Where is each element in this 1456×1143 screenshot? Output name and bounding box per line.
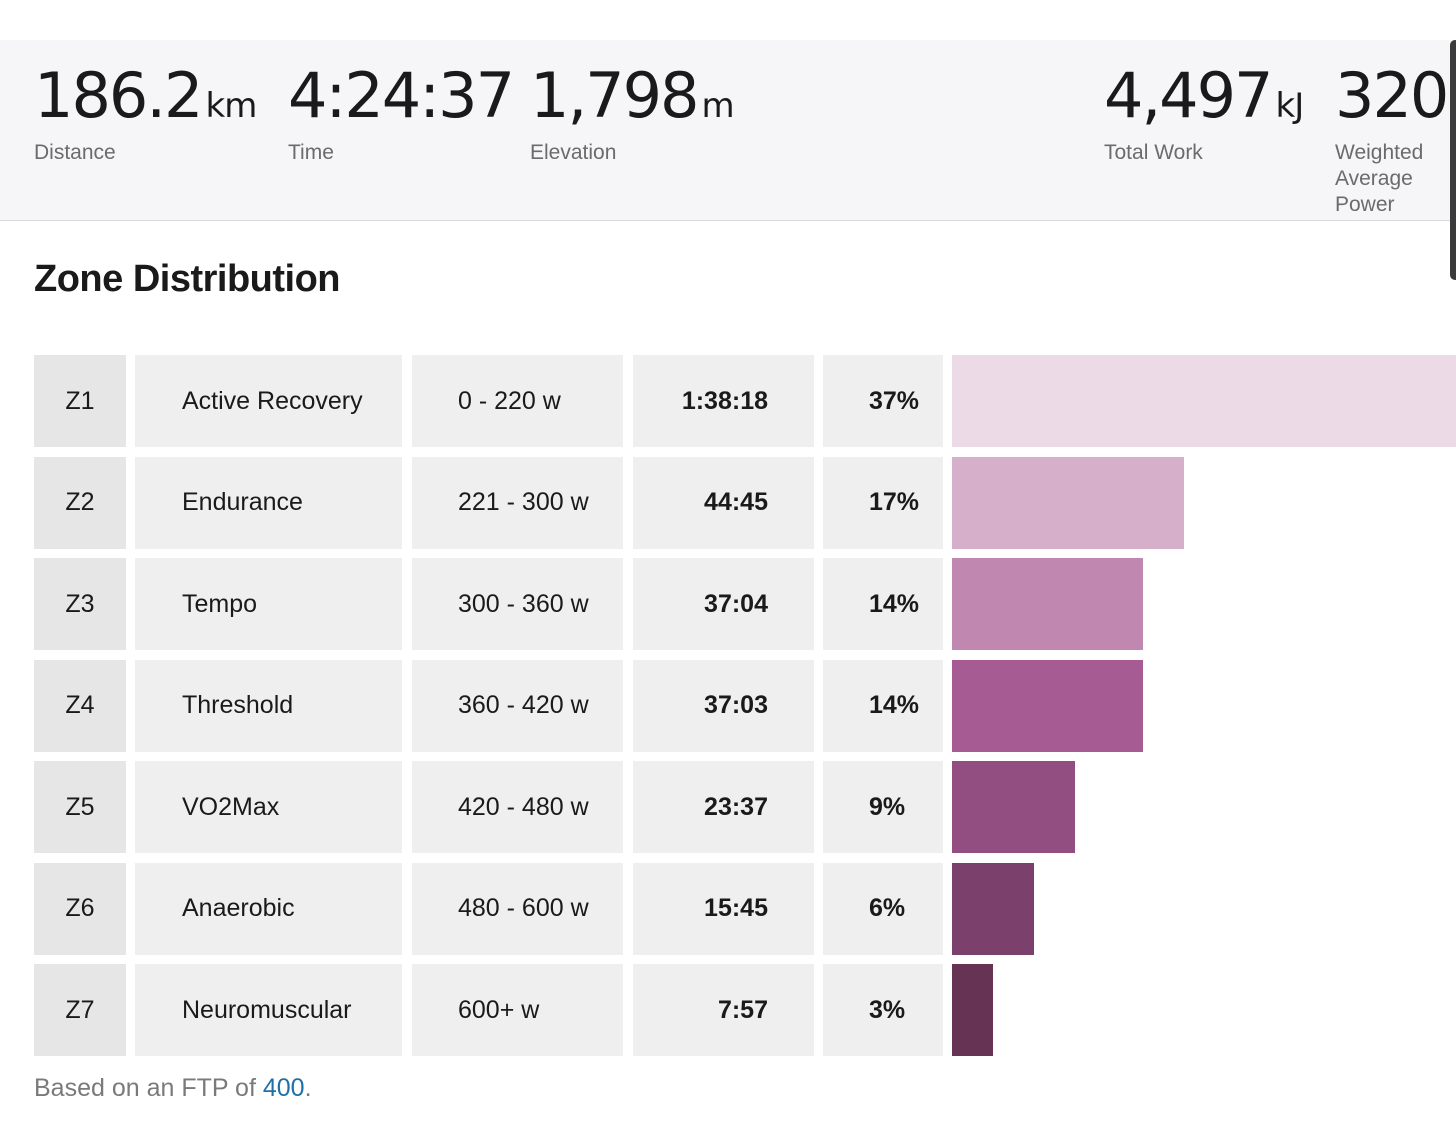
zone-name: Active Recovery xyxy=(135,355,402,447)
zone-label: Z3 xyxy=(34,558,126,650)
zone-bar xyxy=(952,355,1456,447)
zone-power-range: 0 - 220 w xyxy=(412,355,623,447)
stat-unit: m xyxy=(701,86,735,126)
zone-percent: 3% xyxy=(823,964,943,1056)
zone-power-range: 360 - 420 w xyxy=(412,659,623,752)
stat-label: Distance xyxy=(34,141,116,164)
stats-panel: 186.2 km Distance 4:24:37 Time 1,798 m Ele… xyxy=(0,40,1456,280)
zone-percent: 17% xyxy=(823,456,943,549)
zone-row-z6: Z6 Anaerobic 480 - 600 w 15:45 6% xyxy=(34,862,1456,955)
footnote-suffix: . xyxy=(304,1074,312,1102)
zone-label: Z4 xyxy=(34,659,126,752)
zone-table: Z1 Active Recovery 0 - 220 w 1:38:18 37% Z2 En… xyxy=(34,355,1456,1066)
ftp-link[interactable]: 400 xyxy=(262,1074,305,1102)
stat-label: Elevation xyxy=(530,141,617,164)
zone-row-z3: Z3 Tempo 300 - 360 w 37:04 14% xyxy=(34,558,1456,650)
zone-power-range: 420 - 480 w xyxy=(412,761,623,853)
zone-row-z1: Z1 Active Recovery 0 - 220 w 1:38:18 37% xyxy=(34,355,1456,447)
zone-row-z5: Z5 VO2Max 420 - 480 w 23:37 9% xyxy=(34,761,1456,853)
stat-value: 1,798 xyxy=(530,59,699,132)
zone-power-range: 300 - 360 w xyxy=(412,558,623,650)
stat-distance: 186.2 km Distance xyxy=(34,59,258,166)
zone-percent: 6% xyxy=(823,862,943,955)
zone-bar xyxy=(952,456,1184,549)
zone-bar xyxy=(952,761,1075,853)
zone-name: Tempo xyxy=(135,558,402,650)
stat-time: 4:24:37 Time xyxy=(288,60,517,166)
zone-percent: 14% xyxy=(823,659,943,752)
zone-time: 37:04 xyxy=(633,558,814,650)
zone-percent: 9% xyxy=(823,761,943,853)
zone-time: 23:37 xyxy=(633,761,814,853)
stat-value: 186.2 xyxy=(34,59,203,132)
zone-name: Endurance xyxy=(135,456,402,549)
zone-time: 37:03 xyxy=(633,659,814,752)
zone-name: Anaerobic xyxy=(135,862,402,955)
zone-time: 15:45 xyxy=(633,862,814,955)
zone-label: Z5 xyxy=(34,761,126,853)
stat-value: 320 xyxy=(1335,59,1449,132)
zone-percent: 37% xyxy=(823,355,943,447)
zone-label: Z1 xyxy=(34,355,126,447)
footnote-prefix: Based on an FTP of xyxy=(34,1074,263,1102)
stat-value: 4:24:37 xyxy=(288,59,515,132)
top-strip xyxy=(0,0,1456,41)
zone-name: Neuromuscular xyxy=(135,964,402,1056)
stat-weighted-power: 320w Weighted Average Power xyxy=(1335,60,1456,218)
stat-unit: km xyxy=(205,86,258,126)
zone-time: 44:45 xyxy=(633,456,814,549)
stat-label: Time xyxy=(288,141,334,164)
stat-total-work: 4,497 kJ Total Work xyxy=(1104,59,1305,166)
zone-row-z2: Z2 Endurance 221 - 300 w 44:45 17% xyxy=(34,456,1456,549)
zone-percent: 14% xyxy=(823,558,943,650)
zone-label: Z6 xyxy=(34,862,126,955)
zone-bar xyxy=(952,862,1034,955)
stat-value: 4,497 xyxy=(1104,59,1273,132)
zone-time: 1:38:18 xyxy=(633,355,814,447)
zone-power-range: 221 - 300 w xyxy=(412,456,623,549)
stat-label: Weighted Average Power xyxy=(1335,141,1424,216)
stat-elevation: 1,798 m Elevation xyxy=(530,59,735,166)
scrollbar-thumb[interactable] xyxy=(1450,40,1456,280)
zone-row-z4: Z4 Threshold 360 - 420 w 37:03 14% xyxy=(34,659,1456,752)
zone-name: VO2Max xyxy=(135,761,402,853)
zone-label: Z7 xyxy=(34,964,126,1056)
zone-row-z7: Z7 Neuromuscular 600+ w 7:57 3% xyxy=(34,964,1456,1056)
zone-bar xyxy=(952,964,993,1056)
zone-label: Z2 xyxy=(34,456,126,549)
zone-power-range: 600+ w xyxy=(412,964,623,1056)
zone-name: Threshold xyxy=(135,659,402,752)
stat-label: Total Work xyxy=(1104,141,1203,164)
section-title: Zone Distribution xyxy=(34,258,341,300)
zone-bar xyxy=(952,558,1143,650)
zone-power-range: 480 - 600 w xyxy=(412,862,623,955)
stat-unit: kJ xyxy=(1275,86,1305,126)
zone-bar xyxy=(952,659,1143,752)
zone-time: 7:57 xyxy=(633,964,814,1056)
ftp-footnote: Based on an FTP of 400. xyxy=(34,1074,312,1103)
